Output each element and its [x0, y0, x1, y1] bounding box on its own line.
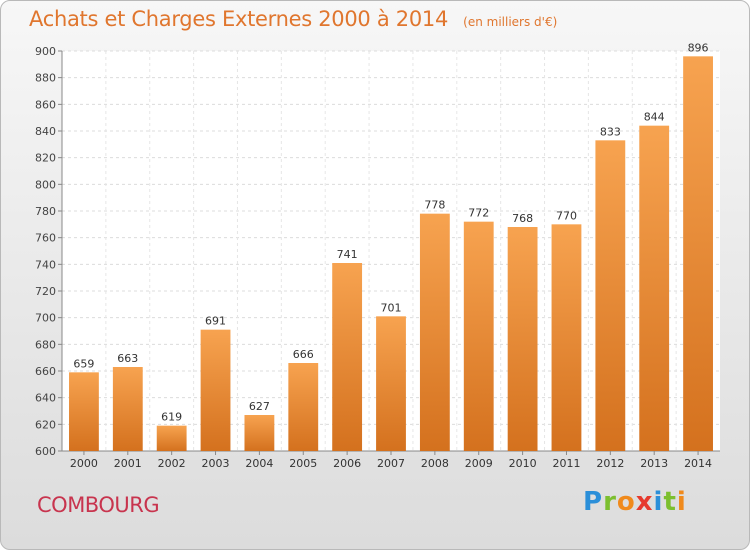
x-tick-label: 2011: [552, 457, 580, 470]
bar: [288, 363, 319, 451]
y-tick-label: 860: [35, 98, 56, 111]
y-tick-label: 700: [35, 312, 56, 325]
bar-value-label: 701: [381, 301, 402, 314]
city-name: COMBOURG: [37, 493, 160, 517]
y-tick-label: 720: [35, 285, 56, 298]
y-tick-label: 760: [35, 232, 56, 245]
bar: [69, 372, 99, 451]
x-tick-label: 2013: [640, 457, 668, 470]
bar: [332, 263, 363, 451]
axes: 600 620 640 660 680 700 720 740 760 780 800 820 840 8…: [35, 45, 720, 470]
x-tick-label: 2007: [377, 457, 405, 470]
bar-value-label: 663: [117, 352, 138, 365]
bar: [376, 316, 406, 451]
bar: [244, 415, 275, 451]
chart-subtitle: (en milliers d'€): [463, 15, 558, 29]
bar: [507, 227, 538, 451]
bars: 659 663 619 691 627 666 741 701 778 772 768 770 833 8…: [69, 41, 713, 452]
bar: [156, 425, 187, 451]
bar: [112, 367, 143, 451]
y-tick-label: 620: [35, 418, 56, 431]
logo-letter: o: [616, 487, 636, 517]
bar-value-label: 778: [424, 199, 445, 212]
y-tick-label: 640: [35, 392, 56, 405]
y-tick-label: 880: [35, 72, 56, 85]
logo-letter: t: [663, 487, 677, 517]
x-tick-label: 2000: [70, 457, 98, 470]
y-tick-label: 600: [35, 445, 56, 458]
bar-value-label: 627: [249, 400, 270, 413]
x-tick-label: 2014: [684, 457, 712, 470]
y-tick-label: 740: [35, 258, 56, 271]
x-tick-label: 2003: [202, 457, 230, 470]
x-tick-label: 2002: [158, 457, 186, 470]
bar-value-label: 844: [644, 111, 665, 124]
bar: [463, 221, 494, 451]
bar-value-label: 619: [161, 411, 182, 424]
bar: [639, 125, 670, 452]
x-tick-label: 2009: [465, 457, 493, 470]
bar: [595, 140, 626, 452]
bar-value-label: 741: [337, 248, 358, 261]
y-tick-label: 660: [35, 365, 56, 378]
title-row: Achats et Charges Externes 2000 à 2014 (…: [29, 7, 557, 31]
y-tick-label: 820: [35, 152, 56, 165]
bar-value-label: 659: [73, 357, 94, 370]
y-tick-label: 680: [35, 338, 56, 351]
logo-letter: i: [653, 487, 664, 517]
y-tick-label: 900: [35, 45, 56, 58]
bar-value-label: 768: [512, 212, 533, 225]
proxiti-logo: Proxiti: [583, 487, 687, 517]
bar: [419, 213, 450, 451]
logo-letter: i: [676, 487, 687, 517]
x-tick-label: 2004: [245, 457, 273, 470]
x-tick-label: 2008: [421, 457, 449, 470]
x-tick-label: 2005: [289, 457, 317, 470]
y-tick-label: 800: [35, 178, 56, 191]
bar-value-label: 833: [600, 125, 621, 138]
x-tick-label: 2012: [596, 457, 624, 470]
logo-letter: x: [635, 487, 654, 517]
bar: [200, 329, 231, 451]
y-tick-label: 780: [35, 205, 56, 218]
x-tick-label: 2001: [114, 457, 142, 470]
bar-value-label: 770: [556, 209, 577, 222]
chart-title: Achats et Charges Externes 2000 à 2014: [29, 7, 449, 31]
bar-value-label: 896: [688, 41, 709, 54]
bar-value-label: 691: [205, 315, 226, 328]
bar: [551, 224, 582, 451]
bar-value-label: 666: [293, 348, 314, 361]
x-tick-label: 2006: [333, 457, 361, 470]
logo-letter: P: [583, 487, 604, 517]
y-tick-label: 840: [35, 125, 56, 138]
x-tick-label: 2010: [509, 457, 537, 470]
bar-value-label: 772: [468, 207, 489, 220]
bar: [683, 56, 713, 451]
logo-letter: r: [603, 487, 617, 517]
